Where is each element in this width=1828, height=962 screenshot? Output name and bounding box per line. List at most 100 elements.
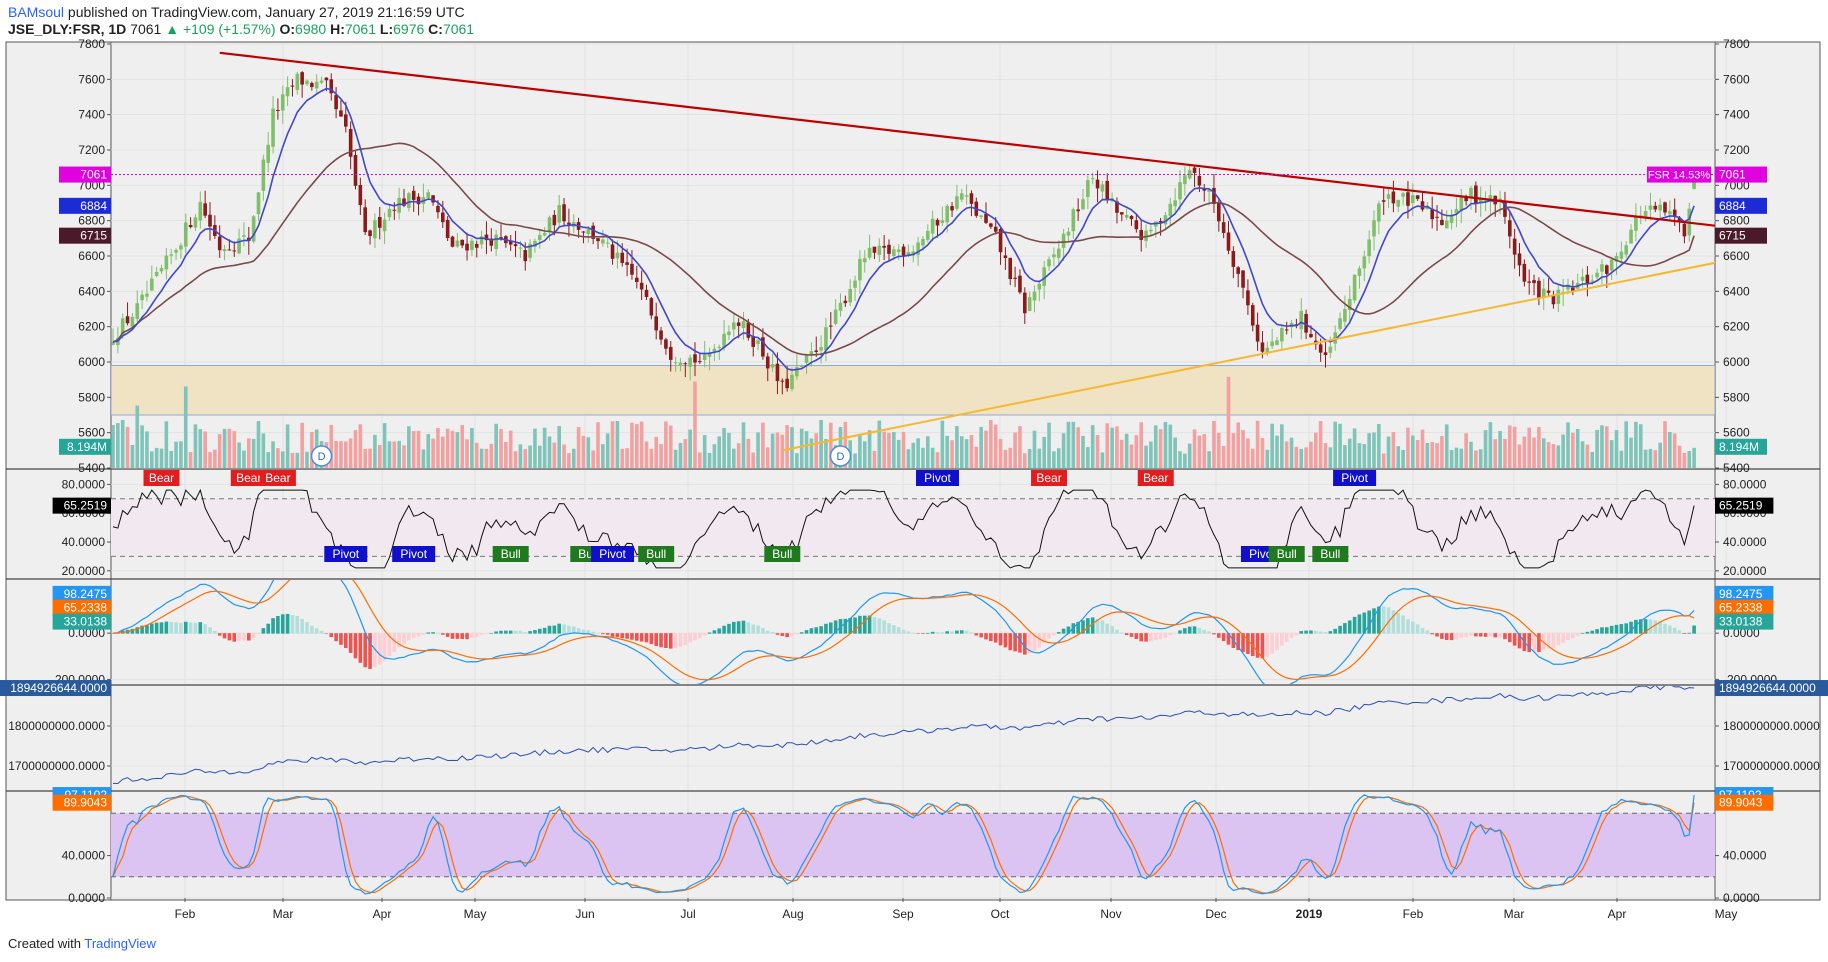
tradingview-link[interactable]: TradingView bbox=[84, 936, 156, 951]
candle-body bbox=[1367, 239, 1371, 257]
macd-histogram-bar bbox=[392, 633, 397, 653]
macd-histogram-bar bbox=[217, 633, 222, 636]
macd-histogram-bar bbox=[1609, 625, 1614, 634]
candle-body bbox=[630, 263, 634, 275]
volume-bar bbox=[305, 451, 309, 468]
volume-bar bbox=[1605, 426, 1609, 468]
price-tick-right: 6400 bbox=[1723, 284, 1750, 298]
candle-body bbox=[1100, 184, 1105, 192]
candle-body bbox=[557, 205, 561, 223]
macd-histogram-bar bbox=[877, 618, 882, 634]
volume-bar bbox=[1056, 448, 1061, 468]
macd-histogram-bar bbox=[1464, 633, 1468, 638]
price-tick-left: 7200 bbox=[78, 143, 105, 157]
stoch-tick-right: 0.0000 bbox=[1723, 891, 1760, 905]
macd-histogram-bar bbox=[1512, 633, 1517, 646]
volume-bar bbox=[916, 438, 920, 468]
volume-bar bbox=[1590, 451, 1595, 468]
macd-histogram-bar bbox=[344, 633, 348, 649]
candle-body bbox=[479, 236, 484, 245]
candle-body bbox=[1139, 229, 1143, 240]
last-price: 7061 bbox=[130, 21, 162, 37]
macd-histogram-bar bbox=[596, 633, 600, 634]
volume-bar bbox=[780, 434, 785, 468]
volume-bar bbox=[1648, 448, 1653, 468]
open-label: O: bbox=[279, 21, 296, 37]
macd-histogram-bar bbox=[1619, 624, 1624, 634]
volume-bar bbox=[1401, 449, 1405, 468]
volume-bar bbox=[130, 444, 135, 468]
candle-body bbox=[911, 251, 916, 256]
macd-histogram-bar bbox=[644, 633, 649, 643]
candle-body bbox=[1474, 185, 1478, 204]
candle-body bbox=[654, 316, 658, 331]
macd-histogram-bar bbox=[508, 630, 513, 634]
candle-body bbox=[1221, 222, 1226, 233]
candle-body bbox=[707, 352, 712, 357]
macd-histogram-bar bbox=[1299, 631, 1304, 634]
macd-histogram-bar bbox=[1309, 630, 1313, 634]
ma-slow-tag-left-bg bbox=[59, 227, 111, 244]
volume-bar bbox=[174, 441, 178, 468]
trendline-resistance bbox=[219, 51, 1715, 227]
volume-bar bbox=[169, 450, 173, 468]
candle-body bbox=[1250, 305, 1255, 326]
volume-bar bbox=[1541, 438, 1546, 468]
volume-bar bbox=[1638, 424, 1643, 468]
candle-body bbox=[1663, 202, 1667, 213]
author-link[interactable]: BAMsoul bbox=[8, 4, 65, 20]
candle-body bbox=[712, 348, 717, 353]
volume-bar bbox=[445, 428, 450, 468]
price-tick-right: 6800 bbox=[1723, 214, 1750, 228]
macd-histogram-bar bbox=[1391, 610, 1396, 634]
macd-histogram-bar bbox=[557, 623, 561, 634]
macd-histogram-bar bbox=[1047, 633, 1051, 639]
dividend-marker-label: D bbox=[837, 451, 845, 463]
signal-label: Bull bbox=[1277, 547, 1297, 561]
symbol-name[interactable]: JSE_DLY:FSR, 1D bbox=[8, 21, 127, 37]
volume-bar bbox=[586, 437, 591, 468]
macd-histogram-bar bbox=[242, 633, 246, 641]
volume-bar bbox=[1003, 449, 1008, 468]
volume-bar bbox=[1556, 445, 1561, 468]
volume-bar bbox=[1483, 430, 1488, 468]
candle-body bbox=[1226, 232, 1231, 251]
candle-body bbox=[838, 302, 843, 311]
volume-bar bbox=[1571, 432, 1575, 468]
signal-label-bg bbox=[1312, 546, 1349, 562]
rsi-tick-right: 40.0000 bbox=[1723, 535, 1767, 549]
macd-histogram-bar bbox=[1192, 626, 1197, 634]
macd-histogram-bar bbox=[135, 627, 140, 634]
volume-bar bbox=[1081, 435, 1085, 468]
x-month-label: Apr bbox=[1608, 907, 1627, 921]
macd-hist-tag-right-bg bbox=[1715, 613, 1774, 630]
macd-histogram-bar bbox=[159, 622, 164, 634]
macd-histogram-bar bbox=[251, 633, 256, 639]
signal-label-bg bbox=[591, 546, 635, 562]
ma-fast-tag-right: 6884 bbox=[1719, 199, 1746, 213]
macd-histogram-bar bbox=[1682, 633, 1687, 634]
candle-body bbox=[208, 214, 212, 227]
candle-body bbox=[1052, 254, 1056, 258]
candle-body bbox=[1212, 187, 1216, 204]
volume-bar bbox=[741, 422, 746, 468]
macd-histogram-bar bbox=[1571, 633, 1575, 639]
obv-tick-left: 1800000000.0000 bbox=[8, 719, 105, 733]
macd-histogram-bar bbox=[1018, 633, 1022, 653]
volume-bar bbox=[523, 449, 528, 468]
volume-bar bbox=[1406, 427, 1410, 468]
signal-label: Bear bbox=[1036, 471, 1061, 485]
macd-histogram-bar bbox=[1575, 633, 1580, 636]
candle-body bbox=[1207, 189, 1211, 192]
macd-histogram-bar bbox=[833, 620, 838, 634]
volume-bar bbox=[411, 431, 416, 468]
candle-body bbox=[639, 282, 644, 290]
macd-histogram-bar bbox=[169, 621, 173, 634]
volume-bar bbox=[392, 441, 397, 468]
candle-body bbox=[751, 336, 755, 347]
candle-body bbox=[1149, 229, 1153, 232]
candle-body bbox=[1008, 257, 1013, 280]
candle-body bbox=[339, 110, 343, 117]
candle-body bbox=[135, 303, 140, 319]
